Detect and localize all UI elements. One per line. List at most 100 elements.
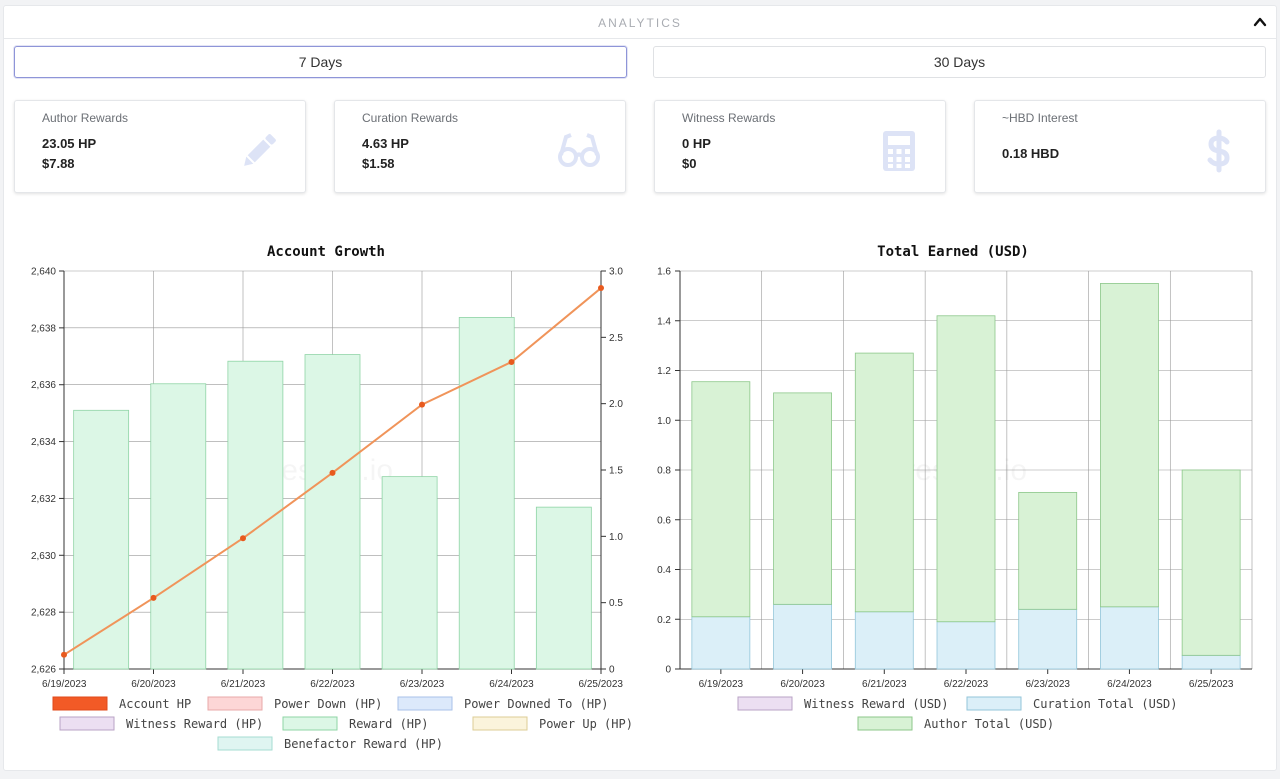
account-hp-point xyxy=(508,358,515,365)
reward-bar xyxy=(73,409,130,670)
curation-total-bar xyxy=(936,621,996,670)
account-growth-title: Account Growth xyxy=(266,244,385,260)
panel-header[interactable]: ANALYTICS xyxy=(4,6,1276,39)
account-growth-chart: hivestats.io 2,6262,6282,6302,6322,6342,… xyxy=(31,267,633,752)
reward-bar xyxy=(535,506,592,670)
y-left-tick-label: 2,632 xyxy=(31,494,56,505)
legend-swatch xyxy=(59,716,115,731)
author-total-bar xyxy=(1100,283,1159,608)
y-tick-label: 1.0 xyxy=(657,416,671,427)
card-value-hp: 4.63 HP xyxy=(362,136,409,151)
card-title: Author Rewards xyxy=(42,111,129,125)
legend-swatch xyxy=(472,716,528,731)
y-tick-label: 1.6 xyxy=(657,267,671,278)
curation-total-bar xyxy=(1181,654,1241,670)
tab-7-days[interactable]: 7 Days xyxy=(14,46,627,78)
y-left-tick-label: 2,626 xyxy=(31,665,56,676)
pencil-icon xyxy=(244,134,276,166)
x-tick-label: 6/24/2023 xyxy=(1107,679,1152,690)
curation-rewards-card: Curation Rewards 4.63 HP $1.58 xyxy=(334,100,626,193)
reward-bar xyxy=(150,383,207,670)
total-earned-chart: hivestats.io 00.20.40.60.81.01.21.41.66/… xyxy=(657,267,1253,731)
y-left-tick-label: 2,636 xyxy=(31,380,56,391)
legend-swatch xyxy=(966,696,1022,711)
x-tick-label: 6/22/2023 xyxy=(310,679,355,690)
author-total-bar xyxy=(691,381,751,618)
x-tick-label: 6/23/2023 xyxy=(400,679,445,690)
y-right-tick-label: 3.0 xyxy=(609,267,623,278)
tab-30-days[interactable]: 30 Days xyxy=(653,46,1266,78)
curation-total-bar xyxy=(1100,606,1159,670)
card-title: Witness Rewards xyxy=(682,111,776,125)
legend-label: Power Down (HP) xyxy=(274,697,382,711)
account-growth-legend: Account HP Power Down (HP) Power Downed To… xyxy=(52,696,633,751)
y-left-tick-label: 2,630 xyxy=(31,551,56,562)
legend-label: Account HP xyxy=(119,697,191,711)
y-tick-label: 0.8 xyxy=(657,466,671,477)
y-left-tick-label: 2,634 xyxy=(31,437,56,448)
curation-total-bar xyxy=(691,616,751,670)
legend-swatch xyxy=(282,716,338,731)
author-total-bar xyxy=(1018,491,1078,610)
card-value-usd: $7.88 xyxy=(42,156,75,171)
legend-swatch xyxy=(52,696,108,711)
author-total-bar xyxy=(773,392,832,605)
x-tick-label: 6/21/2023 xyxy=(862,679,907,690)
x-tick-label: 6/23/2023 xyxy=(1025,679,1070,690)
x-tick-label: 6/25/2023 xyxy=(1189,679,1234,690)
y-tick-label: 0.4 xyxy=(657,565,671,576)
total-earned-title: Total Earned (USD) xyxy=(877,244,1029,260)
legend-swatch xyxy=(397,696,453,711)
card-value-hbd: 0.18 HBD xyxy=(1002,146,1060,161)
x-tick-label: 6/19/2023 xyxy=(42,679,87,690)
reward-bar xyxy=(381,476,438,670)
card-title: ~HBD Interest xyxy=(1002,111,1078,125)
account-hp-point xyxy=(240,535,246,542)
legend-label: Benefactor Reward (HP) xyxy=(284,737,443,751)
account-hp-point xyxy=(61,651,67,658)
dollar-icon xyxy=(1207,129,1230,173)
panel-title: ANALYTICS xyxy=(598,16,682,30)
card-title: Curation Rewards xyxy=(362,111,459,125)
account-hp-point xyxy=(419,401,425,408)
legend-label: Power Up (HP) xyxy=(539,717,633,731)
x-tick-label: 6/21/2023 xyxy=(221,679,266,690)
legend-label: Witness Reward (USD) xyxy=(804,697,949,711)
curation-total-bar xyxy=(854,611,914,670)
y-tick-label: 1.2 xyxy=(657,366,671,377)
legend-label: Witness Reward (HP) xyxy=(126,717,263,731)
x-tick-label: 6/20/2023 xyxy=(131,679,176,690)
y-tick-label: 0.2 xyxy=(657,615,671,626)
card-value-usd: $0 xyxy=(682,156,697,171)
account-hp-point xyxy=(150,594,157,601)
legend-swatch xyxy=(737,696,793,711)
calculator-icon xyxy=(883,131,915,171)
y-left-tick-label: 2,638 xyxy=(31,323,56,334)
y-tick-label: 0.6 xyxy=(657,515,671,526)
y-tick-label: 0 xyxy=(665,665,671,676)
legend-label: Reward (HP) xyxy=(349,717,428,731)
y-right-tick-label: 0 xyxy=(609,665,615,676)
y-left-tick-label: 2,640 xyxy=(31,267,56,278)
glasses-icon xyxy=(558,133,600,167)
total-earned-legend: Witness Reward (USD) Curation Total (USD)… xyxy=(737,696,1178,731)
author-total-bar xyxy=(936,315,996,623)
curation-total-bar xyxy=(1018,608,1078,670)
account-hp-point xyxy=(329,469,336,476)
card-value-hp: 0 HP xyxy=(682,136,711,151)
curation-total-bar xyxy=(773,603,832,670)
legend-swatch xyxy=(217,736,273,751)
account-hp-point xyxy=(598,285,604,292)
y-right-tick-label: 1.0 xyxy=(609,532,623,543)
witness-rewards-card: Witness Rewards 0 HP $0 xyxy=(654,100,946,193)
chevron-up-icon[interactable] xyxy=(1252,14,1268,30)
author-total-bar xyxy=(1181,469,1241,656)
x-tick-label: 6/24/2023 xyxy=(489,679,534,690)
y-tick-label: 1.4 xyxy=(657,316,671,327)
reward-bar xyxy=(304,354,361,670)
y-right-tick-label: 2.0 xyxy=(609,399,623,410)
author-rewards-card: Author Rewards 23.05 HP $7.88 xyxy=(14,100,306,193)
y-left-tick-label: 2,628 xyxy=(31,608,56,619)
hbd-interest-card: ~HBD Interest 0.18 HBD xyxy=(974,100,1266,193)
reward-bar xyxy=(458,317,515,670)
